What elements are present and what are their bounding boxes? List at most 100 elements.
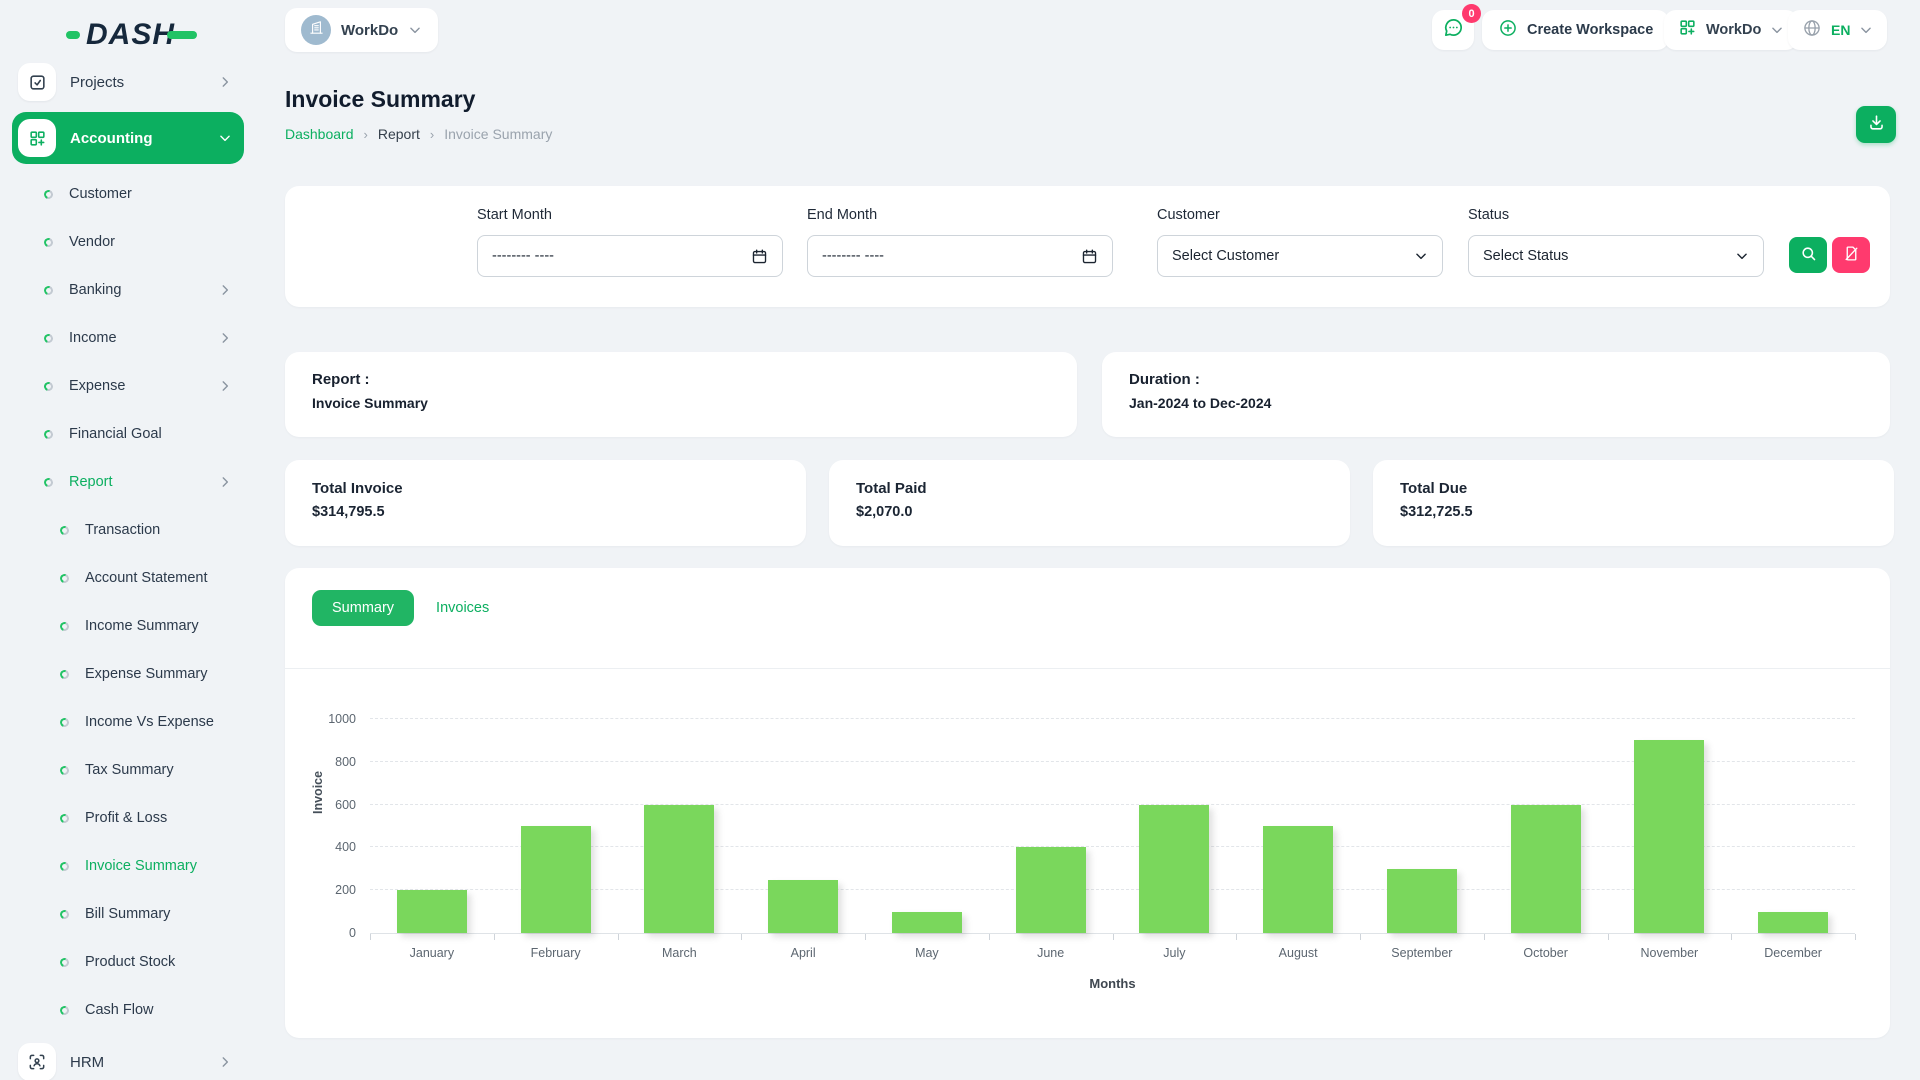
start-month-input[interactable]: -------- ----	[477, 235, 783, 277]
sidebar-item-tax-summary[interactable]: Tax Summary	[12, 746, 244, 794]
sidebar-item-income-summary[interactable]: Income Summary	[12, 602, 244, 650]
bar-july[interactable]	[1139, 805, 1209, 933]
status-select[interactable]: Select Status	[1468, 235, 1764, 277]
sidebar-item-label: Projects	[70, 74, 204, 91]
bar-august[interactable]	[1263, 826, 1333, 933]
chart-x-axis-title: Months	[370, 976, 1855, 991]
y-axis-tick-label: 400	[335, 840, 356, 854]
sidebar-item-expense[interactable]: Expense	[12, 362, 244, 410]
workspace-menu-button[interactable]: WorkDo	[1664, 10, 1798, 50]
x-axis-tick	[1360, 934, 1361, 940]
user-focus-icon	[18, 1043, 56, 1080]
download-icon	[1867, 113, 1886, 137]
breadcrumb-report[interactable]: Report	[378, 126, 420, 142]
y-axis-tick-label: 200	[335, 883, 356, 897]
chevron-down-icon	[1414, 249, 1428, 263]
sidebar-item-label: Cash Flow	[85, 1002, 232, 1018]
sidebar-item-label: Income Summary	[85, 618, 232, 634]
sidebar-item-report[interactable]: Report	[12, 458, 244, 506]
y-axis-tick-label: 800	[335, 755, 356, 769]
bullet-ring-icon	[59, 524, 71, 536]
x-axis-label-july: July	[1113, 946, 1237, 960]
bar-slot	[494, 826, 618, 933]
sidebar: ProjectsAccountingCustomerVendorBankingI…	[12, 58, 244, 1080]
x-axis-label-october: October	[1484, 946, 1608, 960]
bar-june[interactable]	[1016, 847, 1086, 933]
end-month-label: End Month	[807, 207, 877, 223]
sidebar-item-transaction[interactable]: Transaction	[12, 506, 244, 554]
chevron-right-icon	[218, 379, 232, 393]
globe-icon	[1802, 18, 1822, 43]
x-axis-label-april: April	[741, 946, 865, 960]
chevron-right-icon	[218, 331, 232, 345]
breadcrumb-dashboard[interactable]: Dashboard	[285, 126, 354, 142]
bar-december[interactable]	[1758, 912, 1828, 933]
grid-plus-icon	[1678, 18, 1697, 42]
download-button[interactable]	[1856, 106, 1896, 143]
filter-card: Start Month -------- ---- End Month ----…	[285, 186, 1890, 307]
sidebar-item-account-statement[interactable]: Account Statement	[12, 554, 244, 602]
x-axis-label-december: December	[1731, 946, 1855, 960]
sidebar-item-label: Vendor	[69, 234, 232, 250]
bar-january[interactable]	[397, 890, 467, 933]
page-title: Invoice Summary	[285, 86, 552, 113]
reset-button[interactable]	[1832, 237, 1870, 273]
tab-summary[interactable]: Summary	[312, 590, 414, 626]
sidebar-item-income-vs-expense[interactable]: Income Vs Expense	[12, 698, 244, 746]
calendar-icon[interactable]	[1081, 248, 1098, 265]
bar-slot	[1113, 805, 1237, 933]
messages-badge: 0	[1462, 4, 1481, 23]
duration-value: Jan-2024 to Dec-2024	[1129, 395, 1863, 411]
workspace-name: WorkDo	[341, 22, 398, 39]
bar-march[interactable]	[644, 805, 714, 933]
bullet-ring-icon	[43, 428, 55, 440]
customer-select[interactable]: Select Customer	[1157, 235, 1443, 277]
tabs: Summary Invoices	[312, 590, 489, 626]
sidebar-item-label: Product Stock	[85, 954, 232, 970]
sidebar-item-bill-summary[interactable]: Bill Summary	[12, 890, 244, 938]
sidebar-item-cash-flow[interactable]: Cash Flow	[12, 986, 244, 1034]
bar-february[interactable]	[521, 826, 591, 933]
sidebar-item-projects[interactable]: Projects	[12, 58, 244, 106]
messages-button[interactable]: 0	[1432, 10, 1474, 50]
workspace-switcher[interactable]: WorkDo	[285, 8, 438, 52]
bar-may[interactable]	[892, 912, 962, 933]
create-workspace-button[interactable]: Create Workspace	[1482, 10, 1669, 50]
logo-bar	[167, 31, 197, 39]
breadcrumb-separator: ›	[364, 127, 368, 142]
logo-text: DASH	[86, 18, 175, 52]
bullet-ring-icon	[59, 860, 71, 872]
total-paid-value: $2,070.0	[856, 504, 1323, 520]
bar-october[interactable]	[1511, 805, 1581, 933]
sidebar-item-hrm[interactable]: HRM	[12, 1038, 244, 1080]
logo-dot	[66, 31, 80, 39]
bar-slot	[1484, 805, 1608, 933]
bar-april[interactable]	[768, 880, 838, 934]
sidebar-item-banking[interactable]: Banking	[12, 266, 244, 314]
sidebar-item-invoice-summary[interactable]: Invoice Summary	[12, 842, 244, 890]
sidebar-item-label: HRM	[70, 1054, 204, 1071]
status-label: Status	[1468, 207, 1509, 223]
sidebar-item-vendor[interactable]: Vendor	[12, 218, 244, 266]
sidebar-item-accounting[interactable]: Accounting	[12, 112, 244, 164]
tab-invoices[interactable]: Invoices	[436, 600, 489, 616]
x-axis-tick	[1608, 934, 1609, 940]
sidebar-item-product-stock[interactable]: Product Stock	[12, 938, 244, 986]
bullet-ring-icon	[59, 716, 71, 728]
sidebar-item-profit-loss[interactable]: Profit & Loss	[12, 794, 244, 842]
sidebar-item-expense-summary[interactable]: Expense Summary	[12, 650, 244, 698]
calendar-icon[interactable]	[751, 248, 768, 265]
sidebar-item-customer[interactable]: Customer	[12, 170, 244, 218]
sidebar-item-financial-goal[interactable]: Financial Goal	[12, 410, 244, 458]
sidebar-item-income[interactable]: Income	[12, 314, 244, 362]
bar-november[interactable]	[1634, 740, 1704, 933]
end-month-input[interactable]: -------- ----	[807, 235, 1113, 277]
search-button[interactable]	[1789, 237, 1827, 273]
chevron-down-icon	[408, 23, 422, 37]
bar-september[interactable]	[1387, 869, 1457, 933]
y-axis-tick-label: 600	[335, 798, 356, 812]
total-invoice-label: Total Invoice	[312, 480, 779, 497]
language-selector[interactable]: EN	[1788, 10, 1887, 50]
sidebar-item-label: Account Statement	[85, 570, 232, 586]
bullet-ring-icon	[59, 668, 71, 680]
